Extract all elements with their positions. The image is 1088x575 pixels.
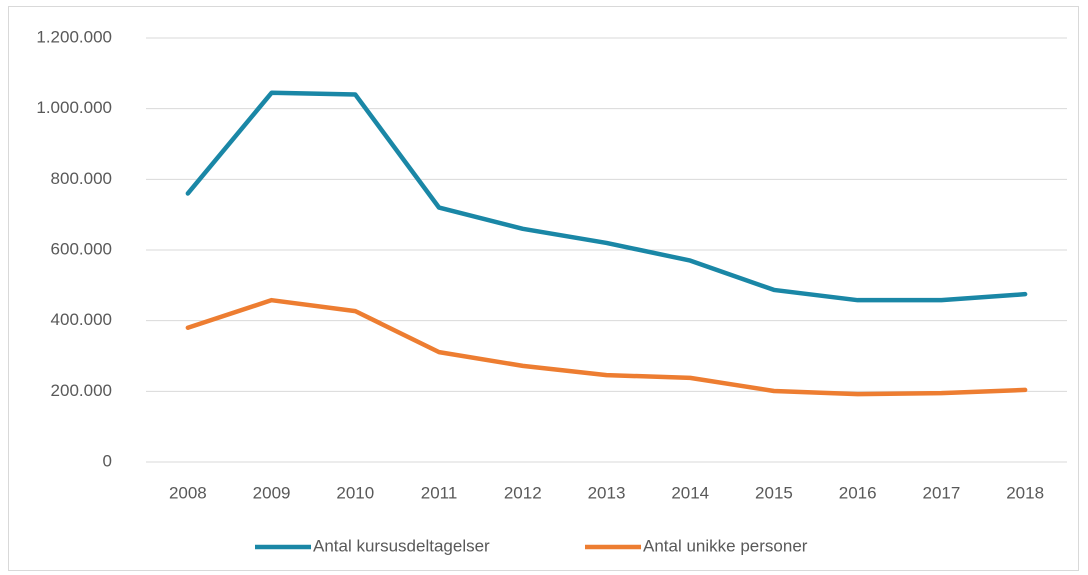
- y-tick-label: 800.000: [51, 169, 112, 188]
- x-tick-label: 2012: [504, 483, 542, 502]
- y-tick-label: 600.000: [51, 239, 112, 258]
- x-tick-label: 2014: [671, 483, 709, 502]
- chart-border: [8, 6, 1079, 571]
- x-tick-label: 2010: [336, 483, 374, 502]
- y-tick-label: 200.000: [51, 381, 112, 400]
- series-line: [185, 90, 1028, 303]
- x-tick-label: 2009: [253, 483, 291, 502]
- x-tick-label: 2017: [922, 483, 960, 502]
- x-tick-label: 2008: [169, 483, 207, 502]
- legend-label: Antal kursusdeltagelser: [313, 536, 490, 555]
- y-tick-label: 1.000.000: [36, 98, 112, 117]
- x-tick-label: 2013: [588, 483, 626, 502]
- x-tick-label: 2018: [1006, 483, 1044, 502]
- y-tick-label: 0: [103, 451, 112, 470]
- x-tick-label: 2016: [839, 483, 877, 502]
- x-tick-label: 2011: [421, 483, 458, 502]
- legend-label: Antal unikke personer: [643, 536, 808, 555]
- y-tick-label: 400.000: [51, 310, 112, 329]
- series-line: [185, 297, 1028, 397]
- x-tick-label: 2015: [755, 483, 793, 502]
- y-tick-label: 1.200.000: [36, 27, 112, 46]
